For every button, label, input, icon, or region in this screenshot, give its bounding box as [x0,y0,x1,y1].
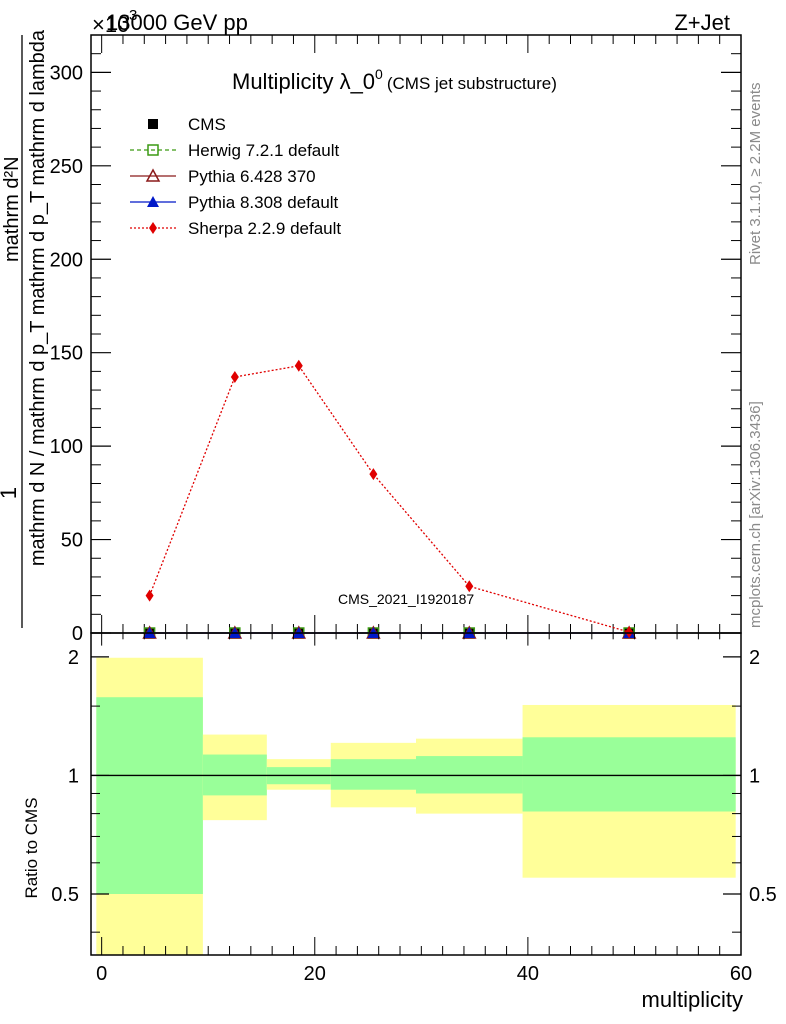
exponent-label: ×10 [92,12,129,37]
ratio-tick-label-left: 2 [68,647,79,669]
inner-band-0 [96,697,203,894]
legend-label-0: CMS [188,115,226,134]
legend-marker-1 [147,144,159,156]
chart-title: Multiplicity λ_00 (CMS jet substructure) [232,66,557,94]
inner-band-4 [416,756,523,794]
x-tick-label: 20 [304,963,326,985]
svg-text:mathrm d N / mathrm d p_T math: mathrm d N / mathrm d p_T mathrm d p_T m… [27,29,49,566]
data-point-4-1 [230,370,239,383]
svg-text:1: 1 [0,487,21,499]
legend-marker-0 [148,119,158,129]
y-axis-numerator: mathrm d²N [1,156,23,262]
y-tick-label: 250 [50,156,83,178]
legend-label-3: Pythia 8.308 default [188,193,339,212]
y-tick-label: 150 [50,343,83,365]
data-point-4-3 [369,468,378,481]
ratio-frame [90,632,742,956]
x-tick-label: 0 [96,963,107,985]
series-line-4 [149,365,630,633]
ratio-tick-label-left: 1 [68,765,79,787]
rivet-label: Rivet 3.1.10, ≥ 2.2M events [747,83,764,266]
y-axis-label: 1 mathrm d N / mathrm d p_T mathrm d p_T… [0,29,49,628]
inner-band-3 [330,759,416,790]
inner-band-5 [522,737,736,812]
legend-label-1: Herwig 7.2.1 default [188,141,339,160]
legend-marker-4 [149,222,157,234]
data-point-4-4 [465,580,474,593]
ratio-tick-label-left: 0.5 [51,884,79,906]
ratio-plot-area: 0 20 40 60 0.5 0.5 1 1 2 2 [51,632,777,985]
x-tick-label: 60 [730,963,752,985]
ratio-tick-label-right: 2 [749,647,760,669]
data-point-4-2 [294,359,303,372]
x-axis-label: multiplicity [642,987,743,1012]
y-tick-label: 100 [50,436,83,458]
energy-label: 13000 GeV pp [106,10,248,35]
x-tick-label: 40 [517,963,539,985]
data-point-4-5 [625,626,634,639]
y-tick-label: 200 [50,249,83,271]
legend-marker-3 [147,196,159,207]
ratio-tick-label-right: 1 [749,765,760,787]
exponent-power: -3 [124,7,137,24]
mcplots-label: mcplots.cern.ch [arXiv:1306.3436] [747,401,764,628]
legend-marker-2 [145,168,161,182]
legend-label-2: Pythia 6.428 370 [188,167,316,186]
data-point-4-0 [145,589,154,602]
legend: CMS Herwig 7.2.1 default Pythia 6.428 370 P… [130,115,341,238]
ratio-tick-label-right: 0.5 [749,884,777,906]
y-tick-label: 50 [61,530,83,552]
process-label: Z+Jet [674,10,730,35]
analysis-watermark: CMS_2021_I1920187 [338,591,474,607]
y-tick-label: 300 [50,62,83,84]
legend-label-4: Sherpa 2.2.9 default [188,219,341,238]
ratio-axis-label: Ratio to CMS [22,797,41,898]
y-tick-label: 0 [72,623,83,645]
